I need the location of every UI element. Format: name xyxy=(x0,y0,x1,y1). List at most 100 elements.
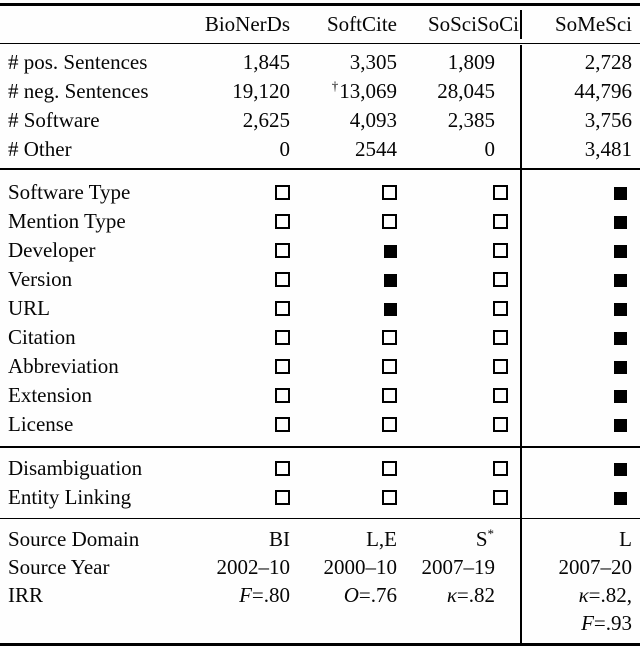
checkbox-icon xyxy=(382,358,397,374)
table-row: Developer xyxy=(0,236,640,265)
row-label: IRR xyxy=(8,583,44,608)
cell-bionerds xyxy=(192,265,290,294)
cell-somesci: 3,481 xyxy=(584,137,632,162)
cell-bionerds: 19,120 xyxy=(232,79,290,104)
cell-bionerds: 1,845 xyxy=(242,50,290,75)
checkbox-icon xyxy=(614,491,627,505)
metric-value: =.93 xyxy=(593,611,632,636)
metric-value: =.82, xyxy=(588,583,632,608)
cell-value: 13,069 xyxy=(339,79,397,104)
cell-soscisoci xyxy=(397,207,521,236)
section-linking: Disambiguation Entity Linking xyxy=(0,448,640,518)
cell-bionerds: BI xyxy=(269,527,290,552)
checkbox-icon xyxy=(275,489,290,505)
metric-value: =.82 xyxy=(456,583,495,608)
cell-somesci xyxy=(521,178,640,207)
cell-soscisoci xyxy=(397,178,521,207)
cell-somesci: 44,796 xyxy=(574,79,632,104)
checkbox-icon xyxy=(614,462,627,476)
row-label: Extension xyxy=(8,382,92,407)
table-row: # neg. Sentences 19,120 †13,069 28,045 4… xyxy=(0,77,640,106)
cell-soscisoci: κ=.82 xyxy=(397,581,521,609)
cell-bionerds: F=.80 xyxy=(192,581,290,609)
cell-softcite: 2544 xyxy=(355,137,397,162)
cell-somesci: 2007–20 xyxy=(558,555,633,580)
row-label: URL xyxy=(8,295,50,320)
metric-symbol: κ xyxy=(578,583,589,608)
table-row: Extension xyxy=(0,381,640,410)
checkbox-icon xyxy=(275,271,290,287)
checkbox-icon xyxy=(493,416,508,432)
section-counts: # pos. Sentences 1,845 3,305 1,809 2,728… xyxy=(0,44,640,168)
cell-soscisoci xyxy=(397,381,521,410)
section-annotation-features: Software Type Mention Type Developer Ver… xyxy=(0,170,640,446)
checkbox-icon xyxy=(275,184,290,200)
row-label-empty xyxy=(0,609,192,637)
cell-softcite xyxy=(290,236,397,265)
cell-bionerds: 2002–10 xyxy=(216,555,291,580)
cell-bionerds xyxy=(192,294,290,323)
row-label: Abbreviation xyxy=(8,353,119,378)
cell-soscisoci xyxy=(397,323,521,352)
header-rule xyxy=(0,43,640,45)
cell-softcite xyxy=(290,483,397,512)
cell-bionerds: 2,625 xyxy=(242,108,290,133)
checkbox-icon xyxy=(275,300,290,316)
row-label: Disambiguation xyxy=(8,455,143,480)
checkbox-icon xyxy=(493,271,508,287)
checkbox-icon xyxy=(493,489,508,505)
cell-softcite: 3,305 xyxy=(349,50,397,75)
cell-bionerds xyxy=(192,410,290,439)
checkbox-icon xyxy=(493,460,508,476)
cell-somesci xyxy=(521,454,640,483)
checkbox-icon xyxy=(493,242,508,258)
cell-soscisoci xyxy=(397,265,521,294)
cell-bionerds xyxy=(192,323,290,352)
row-label: Developer xyxy=(8,237,96,262)
cell-somesci: κ=.82, xyxy=(521,581,640,609)
table-header-row: BioNerDs SoftCite SoSciSoCi SoMeSci xyxy=(0,6,640,44)
table-row: IRR F=.80 O=.76 κ=.82 κ=.82, xyxy=(0,581,640,609)
checkbox-icon xyxy=(382,213,397,229)
row-label: # Software xyxy=(8,108,100,133)
cell-soscisoci: 2007–19 xyxy=(421,555,496,580)
table-row: Software Type xyxy=(0,178,640,207)
checkbox-icon xyxy=(614,244,627,258)
cell-soscisoci xyxy=(397,410,521,439)
cell-value: S xyxy=(475,527,488,552)
cell-softcite: †13,069 xyxy=(290,77,397,106)
checkbox-icon xyxy=(614,418,627,432)
checkbox-icon xyxy=(275,329,290,345)
cell-somesci xyxy=(521,265,640,294)
cell-bionerds xyxy=(192,236,290,265)
checkbox-icon xyxy=(614,215,627,229)
column-separator xyxy=(520,44,522,644)
cell-softcite: O=.76 xyxy=(290,581,397,609)
cell-somesci xyxy=(521,352,640,381)
cell-somesci xyxy=(521,294,640,323)
column-header-somesci: SoMeSci xyxy=(554,11,632,36)
row-label: License xyxy=(8,411,74,436)
table-row: Citation xyxy=(0,323,640,352)
section-rule xyxy=(0,168,640,170)
table-row: # pos. Sentences 1,845 3,305 1,809 2,728 xyxy=(0,48,640,77)
checkbox-icon xyxy=(275,387,290,403)
checkbox-icon xyxy=(275,213,290,229)
checkbox-icon xyxy=(493,300,508,316)
cell-soscisoci: S* xyxy=(397,525,521,553)
cell-bionerds: 0 xyxy=(279,137,291,162)
cell-somesci: F=.93 xyxy=(521,609,640,637)
cell-bionerds-empty xyxy=(192,609,290,637)
row-label: # neg. Sentences xyxy=(8,79,149,104)
asterisk-footnote-mark: * xyxy=(487,526,495,542)
cell-somesci xyxy=(521,381,640,410)
cell-bionerds xyxy=(192,352,290,381)
cell-soscisoci-empty xyxy=(397,609,521,637)
table-bottom-rule xyxy=(0,643,640,646)
cell-soscisoci: 28,045 xyxy=(437,79,495,104)
checkbox-icon xyxy=(382,329,397,345)
cell-somesci: 3,756 xyxy=(584,108,632,133)
row-label: Source Year xyxy=(8,555,110,580)
cell-bionerds xyxy=(192,207,290,236)
